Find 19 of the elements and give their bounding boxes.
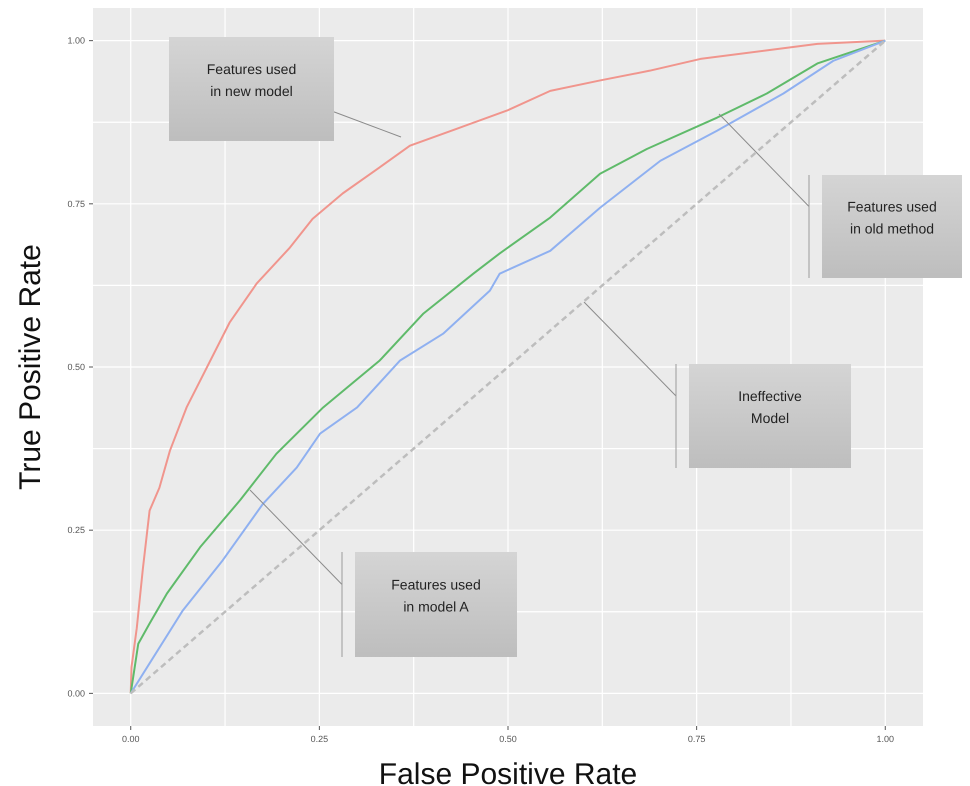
callout-box: Features used in model A [250, 490, 517, 658]
y-tick-label: 0.25 [67, 525, 85, 536]
y-tick-label: 1.00 [67, 36, 85, 46]
x-tick-label: 0.50 [499, 734, 517, 744]
x-axis-title: False Positive Rate [378, 758, 638, 786]
annotation: Features used in old method [847, 198, 937, 236]
callout-box: Ineffective Model [584, 302, 851, 468]
x-tick-label: 0.25 [310, 734, 328, 744]
callout-box: Features used in old method [718, 114, 962, 278]
x-tick-label: 0.75 [688, 734, 706, 744]
x-tick-label: 1.00 [876, 734, 894, 744]
y-tick-label: 0.00 [67, 688, 85, 698]
x-tick-label: 0.00 [122, 734, 140, 744]
y-tick-label: 0.75 [67, 198, 85, 209]
annotation: Features used in new model [206, 61, 296, 99]
annotation: Ineffective Model [738, 388, 802, 426]
y-tick-label: 0.50 [67, 362, 85, 372]
annotation: Features used in model A [391, 576, 481, 614]
y-axis-title: True Positive Rate [14, 244, 47, 490]
